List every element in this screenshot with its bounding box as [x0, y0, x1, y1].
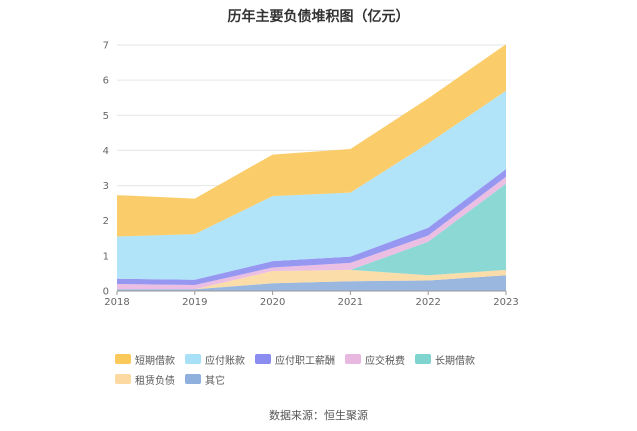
- x-tick-label: 2020: [260, 297, 285, 308]
- axes: 0 1 2 3 4 5 6 7 2018 2019 2020 2021 2022 2023: [103, 41, 519, 309]
- x-tick-label: 2019: [182, 297, 207, 308]
- legend-label: 长期借款: [435, 355, 475, 367]
- legend-label: 其它: [205, 375, 225, 387]
- legend-item[interactable]: 租赁负债: [115, 372, 175, 387]
- y-tick-label: 6: [103, 76, 109, 87]
- area-series-4: [117, 169, 506, 285]
- area-series-3: [117, 176, 506, 290]
- legend-swatch: [115, 354, 131, 364]
- x-tick-label: 2022: [415, 297, 440, 308]
- legend-item[interactable]: 短期借款: [115, 352, 175, 367]
- legend: 短期借款 应付账款 应付职工薪酬 应交税费 长期借款租赁负债 其它: [115, 352, 535, 387]
- legend-item[interactable]: 应付职工薪酬: [255, 352, 335, 367]
- x-tick-label: 2018: [104, 297, 129, 308]
- area-series-6: [117, 44, 506, 237]
- legend-swatch: [115, 374, 131, 384]
- y-tick-label: 2: [103, 216, 109, 227]
- y-tick-label: 4: [103, 146, 109, 157]
- legend-label: 应付职工薪酬: [275, 355, 335, 367]
- y-tick-label: 0: [103, 287, 109, 298]
- area-series-0: [117, 275, 506, 291]
- y-tick-label: 3: [103, 181, 109, 192]
- area-series-5: [117, 90, 506, 280]
- legend-swatch: [415, 354, 431, 364]
- area-series: [117, 44, 506, 291]
- x-tick-label: 2023: [493, 297, 518, 308]
- chart-title: 历年主要负债堆积图（亿元）: [227, 9, 410, 25]
- legend-label: 应交税费: [365, 355, 405, 367]
- legend-label: 应付账款: [205, 355, 245, 367]
- y-tick-label: 7: [103, 41, 109, 52]
- legend-swatch: [345, 354, 361, 364]
- area-series-1: [117, 269, 506, 290]
- legend-swatch: [185, 354, 201, 364]
- legend-label: 短期借款: [135, 355, 175, 367]
- legend-item[interactable]: 应付账款: [185, 352, 245, 367]
- legend-swatch: [185, 374, 201, 384]
- area-series-2: [117, 183, 506, 290]
- legend-swatch: [255, 354, 271, 364]
- y-tick-label: 5: [103, 111, 109, 122]
- x-tick-label: 2021: [338, 297, 363, 308]
- legend-label: 租赁负债: [135, 375, 175, 387]
- y-tick-label: 1: [103, 251, 109, 262]
- legend-item[interactable]: 应交税费: [345, 352, 405, 367]
- source-note: 数据来源：恒生聚源: [269, 409, 368, 422]
- legend-item[interactable]: 长期借款: [415, 352, 475, 367]
- legend-item[interactable]: 其它: [185, 372, 225, 387]
